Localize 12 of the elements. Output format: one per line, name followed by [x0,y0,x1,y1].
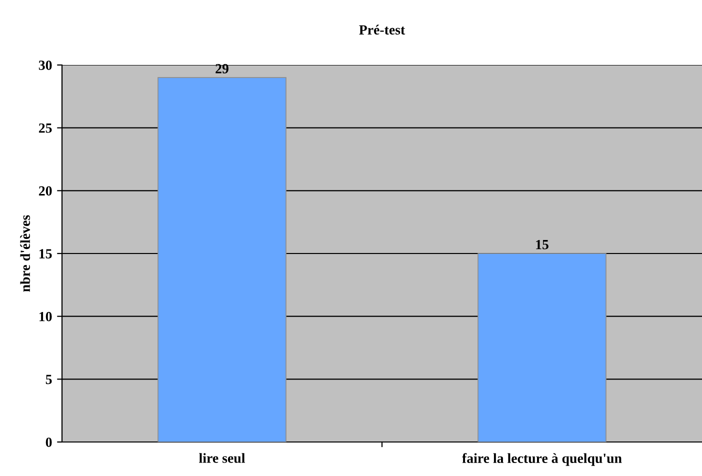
y-tick-label: 5 [46,374,52,384]
y-tick-label: 30 [38,60,52,70]
y-tick-label: 20 [38,186,52,196]
y-tick-label: 0 [46,438,52,447]
data-label: 15 [536,240,548,250]
y-axis-title: nbre d'élèves [20,215,30,292]
y-tick-label: 25 [38,123,52,133]
x-tick-label: faire la lecture à quelqu'un [462,453,622,466]
x-tick-label: lire seul [199,453,245,463]
y-tick-label: 10 [40,312,52,322]
y-tick-label: 15 [40,249,52,258]
chart-title: Pré-test [359,24,406,35]
